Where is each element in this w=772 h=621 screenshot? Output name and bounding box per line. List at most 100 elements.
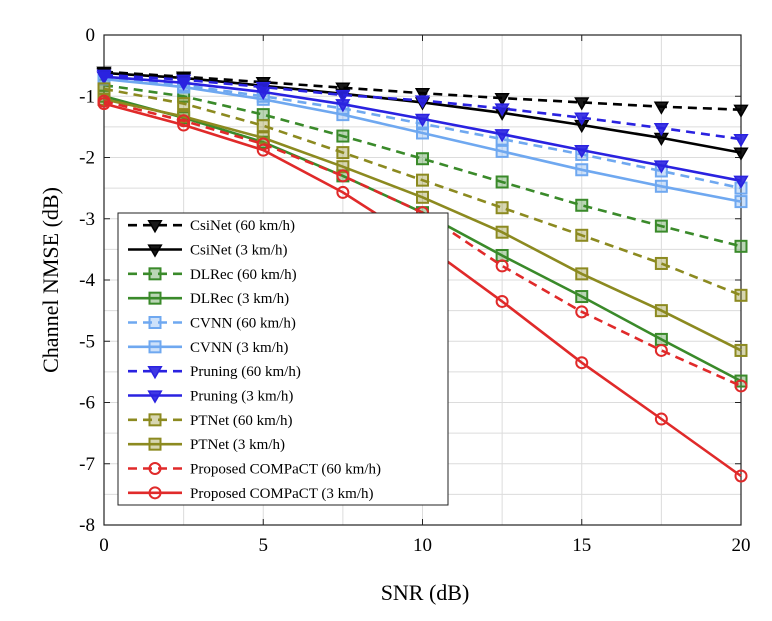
- legend-entry: Pruning (60 km/h): [128, 364, 301, 380]
- legend-marker: [148, 340, 162, 354]
- series-lines: [96, 66, 749, 483]
- legend-entry: CVNN (3 km/h): [128, 340, 288, 356]
- data-point: [653, 160, 669, 174]
- x-tick-label: 15: [572, 535, 591, 556]
- axes: 0 5 10 15 20 0 -1 -2 -3 -4 -5 -6 -7 -8: [79, 25, 750, 556]
- legend-marker: [147, 220, 163, 234]
- legend-entry: PTNet (3 km/h): [128, 437, 285, 453]
- data-point: [97, 82, 111, 96]
- legend: CsiNet (60 km/h) CsiNet (3 km/h) DLRec (60…: [117, 212, 449, 506]
- x-tick-label: 5: [259, 535, 269, 556]
- data-point: [654, 412, 668, 426]
- y-axis-label: Channel NMSE (dB): [38, 187, 63, 373]
- data-point: [733, 147, 749, 161]
- legend-entry: CsiNet (60 km/h): [128, 218, 295, 234]
- data-point: [495, 294, 509, 308]
- legend-marker: [147, 244, 163, 258]
- data-point: [653, 122, 669, 137]
- y-tick-label: -1: [79, 86, 95, 107]
- data-point: [495, 259, 509, 273]
- legend-entry: CVNN (60 km/h): [128, 316, 296, 332]
- x-tick-label: 20: [732, 535, 751, 556]
- series-line: [103, 87, 742, 297]
- series-line: [103, 77, 742, 203]
- data-point: [733, 104, 749, 118]
- data-point: [96, 71, 112, 85]
- data-point: [494, 129, 510, 143]
- y-tick-label: -3: [79, 209, 95, 230]
- legend-marker: [147, 390, 163, 404]
- data-point: [336, 129, 350, 143]
- data-point: [574, 97, 590, 111]
- x-axis-label: SNR (dB): [381, 580, 470, 605]
- data-point: [495, 249, 509, 262]
- data-point: [575, 163, 589, 177]
- data-point: [256, 143, 270, 157]
- legend-entry: Proposed COMPaCT (3 km/h): [128, 486, 373, 502]
- series-group: [97, 92, 748, 357]
- data-point: [733, 133, 749, 148]
- data-point: [494, 103, 510, 117]
- data-point: [734, 469, 748, 483]
- data-point: [416, 190, 429, 204]
- x-tick-label: 10: [413, 535, 432, 556]
- data-point: [336, 160, 350, 174]
- data-point: [256, 119, 270, 133]
- legend-label: DLRec (60 km/h): [190, 267, 297, 283]
- legend-entry: PTNet (60 km/h): [128, 413, 293, 429]
- data-point: [575, 290, 589, 304]
- y-tick-label: -6: [79, 393, 95, 414]
- data-point: [654, 179, 668, 193]
- legend-marker: [148, 437, 162, 451]
- data-point: [335, 89, 351, 104]
- data-point: [255, 86, 271, 101]
- data-point: [495, 225, 509, 239]
- legend-box: [117, 212, 449, 506]
- data-point: [335, 99, 351, 113]
- data-point: [416, 173, 429, 187]
- data-point: [256, 108, 270, 122]
- data-point: [575, 305, 589, 319]
- data-point: [575, 267, 589, 281]
- legend-label: PTNet (3 km/h): [190, 437, 285, 453]
- series-line: [103, 83, 742, 248]
- legend-marker: [148, 316, 162, 329]
- data-point: [734, 379, 748, 393]
- y-tick-label: -7: [79, 454, 95, 475]
- x-tick-label: 0: [99, 535, 109, 556]
- y-tick-label: -5: [79, 331, 95, 352]
- data-point: [734, 343, 748, 357]
- legend-entry: DLRec (60 km/h): [128, 267, 297, 283]
- legend-marker: [148, 413, 162, 427]
- data-point: [654, 219, 668, 233]
- y-tick-label: -4: [79, 270, 95, 291]
- data-point: [177, 118, 191, 132]
- data-point: [574, 145, 590, 159]
- legend-entry: Proposed COMPaCT (60 km/h): [128, 462, 381, 478]
- legend-label: PTNet (60 km/h): [190, 413, 293, 429]
- data-point: [494, 92, 510, 107]
- series-line: [103, 98, 742, 352]
- data-point: [654, 332, 668, 346]
- legend-label: Proposed COMPaCT (3 km/h): [190, 486, 373, 502]
- legend-marker: [148, 462, 162, 475]
- data-point: [414, 95, 431, 109]
- data-point: [654, 256, 668, 270]
- data-point: [336, 185, 350, 199]
- data-point: [495, 175, 509, 189]
- data-point: [336, 169, 350, 183]
- data-point: [416, 152, 429, 166]
- legend-label: DLRec (3 km/h): [190, 291, 289, 307]
- legend-label: CVNN (60 km/h): [190, 316, 296, 332]
- legend-entry: DLRec (3 km/h): [128, 291, 289, 307]
- data-point: [495, 201, 509, 215]
- data-point: [654, 343, 668, 357]
- legend-label: Pruning (60 km/h): [190, 364, 301, 380]
- data-point: [653, 101, 669, 115]
- y-tick-label: -2: [79, 148, 95, 169]
- legend-entry: CsiNet (3 km/h): [128, 243, 288, 259]
- series-group: [96, 71, 749, 189]
- y-tick-label: 0: [86, 25, 96, 46]
